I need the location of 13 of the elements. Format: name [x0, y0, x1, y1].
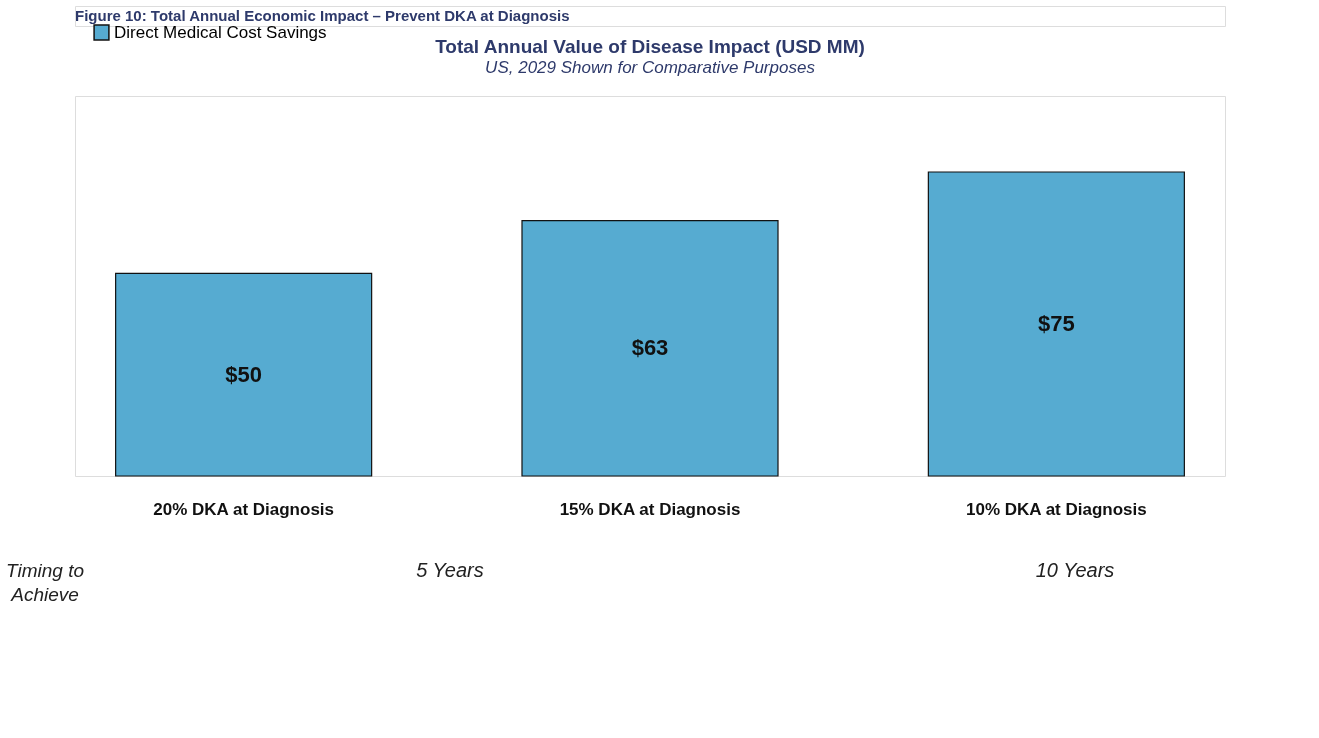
x-tick-label: 15% DKA at Diagnosis: [559, 499, 741, 519]
data-label: $50: [225, 361, 262, 387]
x-tick-label: 10% DKA at Diagnosis: [965, 499, 1147, 519]
text: 5 Years: [416, 559, 484, 581]
chart-subtitle: US, 2029 Shown for Comparative Purposes: [485, 58, 816, 77]
data-label: $63: [631, 335, 669, 361]
text: Timing to Achieve: [6, 560, 84, 605]
legend-label: Direct Medical Cost Savings: [114, 22, 327, 42]
caption: Figure 10: Total Annual Economic Impact – Prevent DKA at Diagnosis: [75, 7, 570, 24]
chart-title: Total Annual Value of Disease Impact (USD MM): [435, 36, 865, 57]
data-label: $75: [1038, 311, 1075, 336]
x-tick-label: 20% DKA at Diagnosis: [153, 499, 335, 519]
text: 10 Years: [1035, 559, 1115, 581]
